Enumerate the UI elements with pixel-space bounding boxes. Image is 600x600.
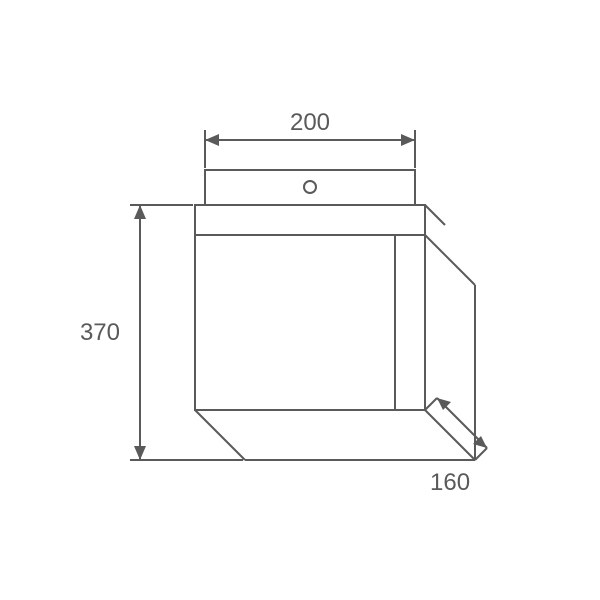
depth-dimension-label: 160	[430, 469, 470, 496]
dimension-diagram: 200 370 160	[0, 0, 600, 600]
height-dimension-label: 370	[80, 319, 120, 346]
width-dimension-label: 200	[290, 109, 330, 136]
